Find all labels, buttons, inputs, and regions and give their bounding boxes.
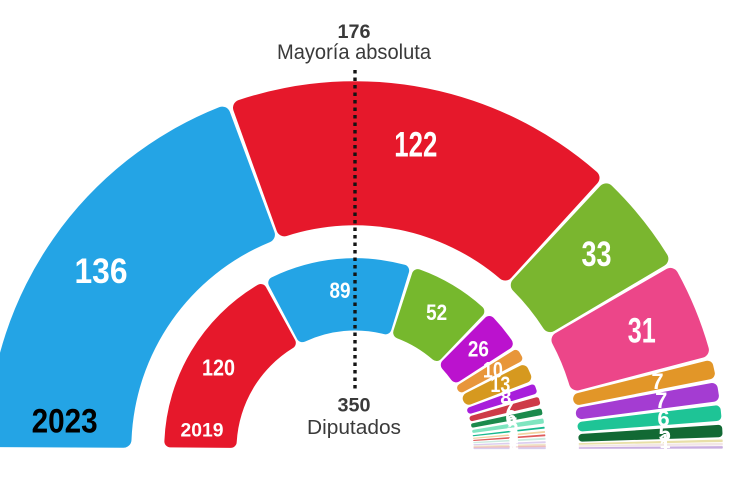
svg-text:350: 350 [338,396,371,417]
svg-text:3: 3 [507,420,518,442]
svg-text:Diputados: Diputados [307,417,401,439]
svg-text:1: 1 [659,431,670,453]
svg-text:89: 89 [330,278,351,303]
svg-text:2: 2 [509,428,519,448]
svg-text:176: 176 [338,22,371,43]
svg-text:2019: 2019 [181,421,224,442]
svg-text:5: 5 [507,415,518,437]
svg-text:2: 2 [509,430,519,450]
svg-text:7: 7 [651,369,663,394]
svg-text:1: 1 [659,437,670,459]
svg-text:136: 136 [75,252,128,291]
svg-text:52: 52 [426,300,447,325]
svg-text:26: 26 [468,336,489,361]
svg-text:2023: 2023 [32,403,98,441]
svg-text:2: 2 [508,425,518,445]
svg-text:122: 122 [394,126,437,165]
svg-text:120: 120 [202,354,235,380]
svg-text:6: 6 [505,407,516,429]
svg-text:7: 7 [503,398,514,420]
svg-text:6: 6 [657,406,669,431]
svg-text:8: 8 [500,388,511,410]
svg-text:1: 1 [509,437,519,457]
svg-text:1: 1 [509,435,519,455]
svg-text:31: 31 [628,312,656,351]
svg-text:1: 1 [509,438,519,458]
svg-text:13: 13 [490,372,510,397]
svg-text:Mayoría absoluta: Mayoría absoluta [277,41,431,64]
svg-text:10: 10 [483,357,503,382]
svg-text:1: 1 [659,434,670,456]
svg-text:2: 2 [509,433,519,453]
svg-text:5: 5 [658,421,670,446]
svg-text:7: 7 [655,388,667,413]
svg-text:33: 33 [582,235,612,274]
